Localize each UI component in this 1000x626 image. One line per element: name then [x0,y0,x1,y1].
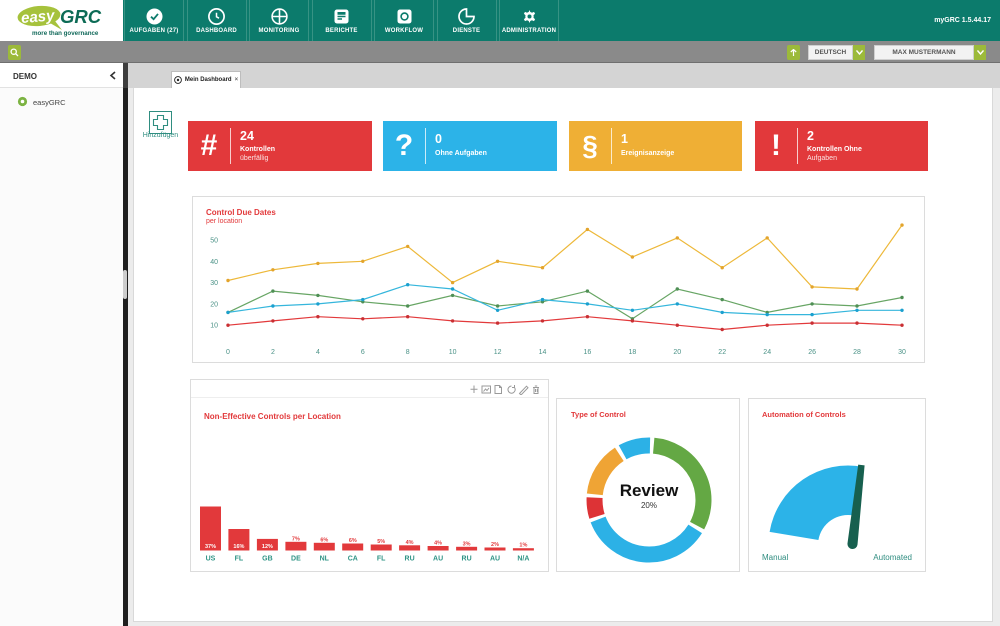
svg-text:N/A: N/A [517,556,529,563]
svg-text:6%: 6% [320,537,328,543]
svg-text:4: 4 [316,349,320,356]
svg-text:3%: 3% [463,541,471,547]
svg-text:20%: 20% [641,501,657,510]
svg-text:6: 6 [361,349,365,356]
svg-text:7%: 7% [292,536,300,542]
svg-text:28: 28 [853,349,861,356]
svg-text:40: 40 [210,259,218,266]
svg-text:GB: GB [262,556,273,563]
svg-text:DE: DE [291,556,301,563]
svg-text:0: 0 [226,349,230,356]
svg-text:24: 24 [763,349,771,356]
svg-text:5%: 5% [377,539,385,545]
svg-text:Review: Review [620,481,679,500]
svg-text:8: 8 [406,349,410,356]
svg-text:22: 22 [718,349,726,356]
svg-text:6%: 6% [349,538,357,544]
svg-text:4%: 4% [434,541,442,547]
svg-text:12%: 12% [262,544,273,550]
svg-text:50: 50 [210,238,218,245]
svg-text:12: 12 [494,349,502,356]
svg-text:37%: 37% [205,544,216,550]
svg-text:Manual: Manual [762,553,788,562]
svg-text:16%: 16% [233,544,244,550]
svg-text:RU: RU [462,556,472,563]
svg-text:2: 2 [271,349,275,356]
svg-text:FL: FL [377,556,386,563]
svg-text:30: 30 [898,349,906,356]
svg-text:4%: 4% [406,540,414,546]
svg-text:AU: AU [433,556,443,563]
svg-text:NL: NL [320,556,330,563]
svg-text:more than governance: more than governance [32,30,99,37]
svg-text:US: US [206,556,216,563]
svg-text:FL: FL [235,556,244,563]
svg-text:30: 30 [210,280,218,287]
svg-text:2%: 2% [491,542,499,548]
svg-text:GRC: GRC [60,6,102,27]
svg-text:CA: CA [348,556,358,563]
svg-text:10: 10 [210,323,218,330]
svg-text:14: 14 [539,349,547,356]
svg-text:20: 20 [673,349,681,356]
svg-text:RU: RU [405,556,415,563]
svg-text:easy: easy [20,7,55,27]
svg-text:10: 10 [449,349,457,356]
svg-text:AU: AU [490,556,500,563]
svg-text:16: 16 [584,349,592,356]
svg-text:26: 26 [808,349,816,356]
svg-text:1%: 1% [519,543,527,549]
svg-text:18: 18 [629,349,637,356]
svg-text:Automated: Automated [873,553,912,562]
svg-text:20: 20 [210,301,218,308]
